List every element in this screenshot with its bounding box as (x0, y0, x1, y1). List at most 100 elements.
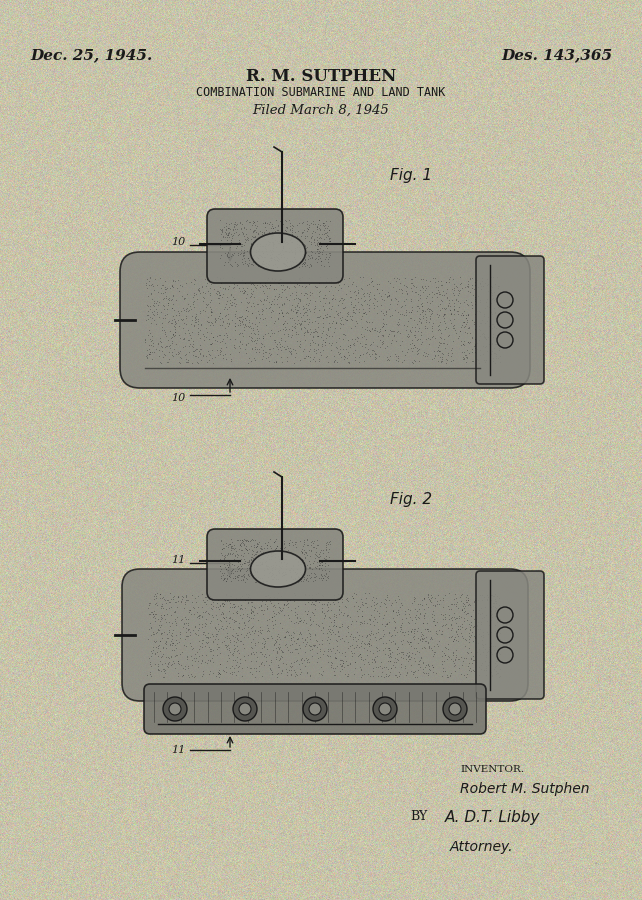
Point (317, 667, 327, 681)
Point (342, 310, 352, 324)
Point (447, 282, 457, 296)
Point (441, 275, 451, 290)
Point (280, 630, 290, 644)
Point (238, 283, 248, 297)
Point (243, 251, 254, 266)
Point (494, 340, 504, 355)
Point (252, 319, 262, 333)
Point (193, 281, 204, 295)
Point (178, 316, 189, 330)
Point (174, 319, 184, 333)
Point (491, 663, 501, 678)
Point (304, 588, 314, 602)
Point (368, 664, 378, 679)
Point (250, 280, 260, 294)
Point (321, 552, 331, 566)
Point (424, 310, 435, 324)
Point (166, 634, 176, 648)
Point (323, 603, 333, 617)
Point (465, 285, 475, 300)
Point (382, 617, 392, 632)
Point (180, 611, 191, 625)
Point (235, 554, 245, 568)
Point (168, 327, 178, 341)
Text: 11: 11 (171, 555, 185, 565)
Point (217, 596, 227, 610)
Point (279, 249, 290, 264)
Point (285, 310, 295, 325)
Point (370, 597, 381, 611)
Point (248, 255, 258, 269)
Point (225, 596, 236, 610)
Point (271, 634, 281, 649)
Point (483, 627, 494, 642)
Point (354, 302, 365, 317)
Point (435, 593, 445, 608)
Point (243, 630, 254, 644)
Point (248, 604, 258, 618)
Point (245, 289, 256, 303)
Point (388, 603, 398, 617)
Point (394, 312, 404, 327)
Point (300, 321, 310, 336)
Point (314, 213, 324, 228)
Point (351, 634, 361, 648)
Point (306, 256, 316, 271)
Point (272, 667, 282, 681)
Point (194, 608, 204, 623)
Point (239, 254, 250, 268)
Point (308, 335, 318, 349)
Point (264, 591, 274, 606)
Point (307, 595, 317, 609)
Point (447, 613, 457, 627)
Point (290, 572, 300, 586)
Point (279, 295, 289, 310)
Point (467, 656, 477, 670)
Point (321, 230, 331, 244)
Point (223, 228, 233, 242)
Point (415, 307, 426, 321)
Point (229, 613, 239, 627)
Point (409, 622, 419, 636)
Point (342, 608, 352, 622)
Point (279, 597, 289, 611)
Point (166, 591, 177, 606)
Point (314, 595, 324, 609)
Point (319, 568, 329, 582)
Point (239, 243, 250, 257)
Point (284, 536, 294, 551)
Point (245, 566, 255, 580)
Point (299, 301, 309, 315)
Point (159, 612, 169, 626)
Point (433, 300, 443, 314)
Point (279, 340, 289, 355)
Point (237, 315, 247, 329)
Point (388, 658, 398, 672)
Point (474, 626, 485, 641)
Point (324, 230, 334, 245)
Point (278, 322, 288, 337)
Point (297, 225, 307, 239)
Point (220, 571, 230, 585)
Point (202, 635, 212, 650)
Point (292, 296, 302, 310)
Point (452, 595, 462, 609)
Point (260, 216, 270, 230)
Point (281, 598, 291, 612)
Point (480, 329, 490, 344)
Point (268, 250, 279, 265)
Point (475, 276, 485, 291)
Point (315, 241, 325, 256)
Point (350, 661, 360, 675)
Point (258, 246, 268, 260)
Point (282, 594, 292, 608)
Point (252, 237, 262, 251)
Point (462, 314, 472, 328)
Point (276, 589, 286, 603)
Point (453, 652, 463, 667)
Point (290, 252, 300, 266)
Point (297, 244, 307, 258)
Point (182, 287, 192, 302)
Point (476, 629, 486, 643)
Point (277, 544, 288, 559)
